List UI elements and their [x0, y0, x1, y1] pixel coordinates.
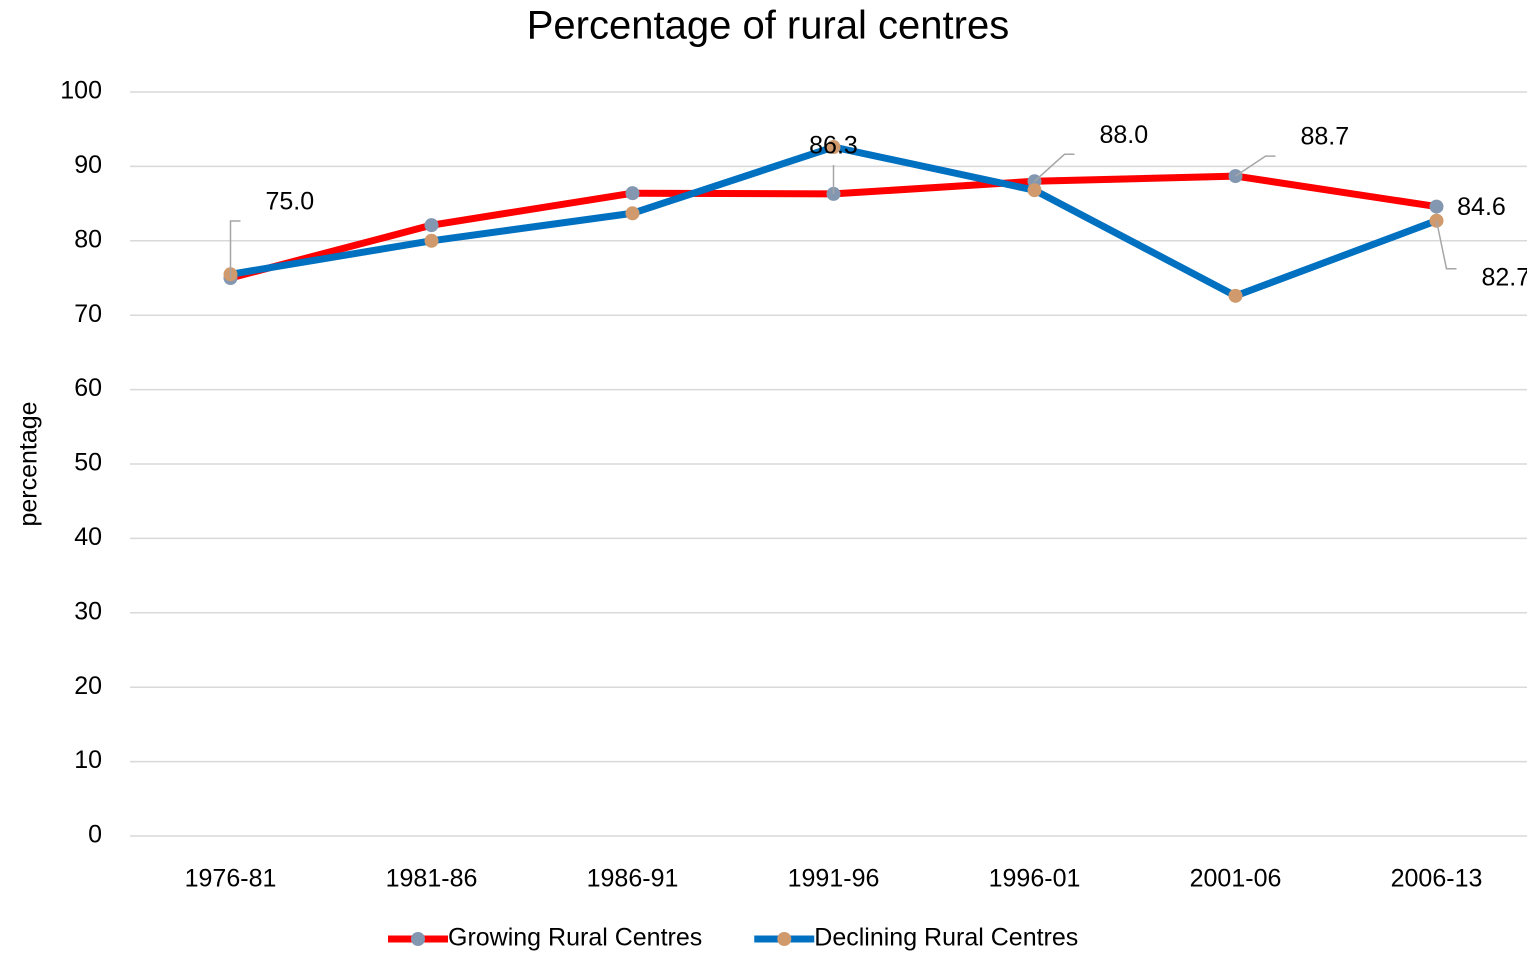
- legend-label: Declining Rural Centres: [814, 924, 1078, 952]
- y-tick-label: 30: [74, 597, 102, 625]
- x-tick-label: 1976-81: [185, 865, 277, 893]
- x-tick-label: 1986-91: [587, 865, 679, 893]
- leader-line: [1435, 220, 1457, 270]
- marker: [424, 218, 439, 233]
- y-axis-label: percentage: [15, 401, 43, 526]
- chart-title: Percentage of rural centres: [527, 4, 1009, 48]
- x-tick-label: 2001-06: [1190, 865, 1282, 893]
- leader-line: [1235, 155, 1276, 177]
- y-tick-label: 100: [60, 77, 102, 105]
- data-label: 88.0: [1100, 121, 1149, 149]
- data-label: 82.7: [1482, 263, 1527, 291]
- leader-line: [1033, 153, 1075, 182]
- x-tick-label: 1996-01: [989, 865, 1081, 893]
- marker: [1228, 288, 1243, 303]
- x-tick-label: 2006-13: [1391, 865, 1483, 893]
- x-tick-label: 1981-86: [386, 865, 478, 893]
- marker: [1027, 183, 1042, 198]
- marker: [424, 233, 439, 248]
- leader-line: [229, 220, 241, 278]
- y-tick-label: 10: [74, 746, 102, 774]
- marker: [826, 140, 841, 155]
- y-tick-label: 20: [74, 672, 102, 700]
- y-tick-label: 60: [74, 374, 102, 402]
- y-tick-label: 80: [74, 225, 102, 253]
- legend-marker: [411, 932, 425, 946]
- y-tick-label: 50: [74, 449, 102, 477]
- data-label: 75.0: [266, 188, 315, 216]
- marker: [625, 186, 640, 201]
- y-tick-label: 40: [74, 523, 102, 551]
- legend-label: Growing Rural Centres: [448, 924, 702, 952]
- y-tick-label: 90: [74, 151, 102, 179]
- y-tick-label: 0: [88, 821, 102, 849]
- data-label: 84.6: [1457, 193, 1506, 221]
- x-tick-label: 1991-96: [788, 865, 880, 893]
- legend-marker: [777, 932, 792, 946]
- y-tick-label: 70: [74, 300, 102, 328]
- marker: [1429, 199, 1444, 214]
- data-label: 88.7: [1301, 123, 1350, 151]
- marker: [625, 206, 640, 221]
- data-label: 86.3: [809, 132, 858, 160]
